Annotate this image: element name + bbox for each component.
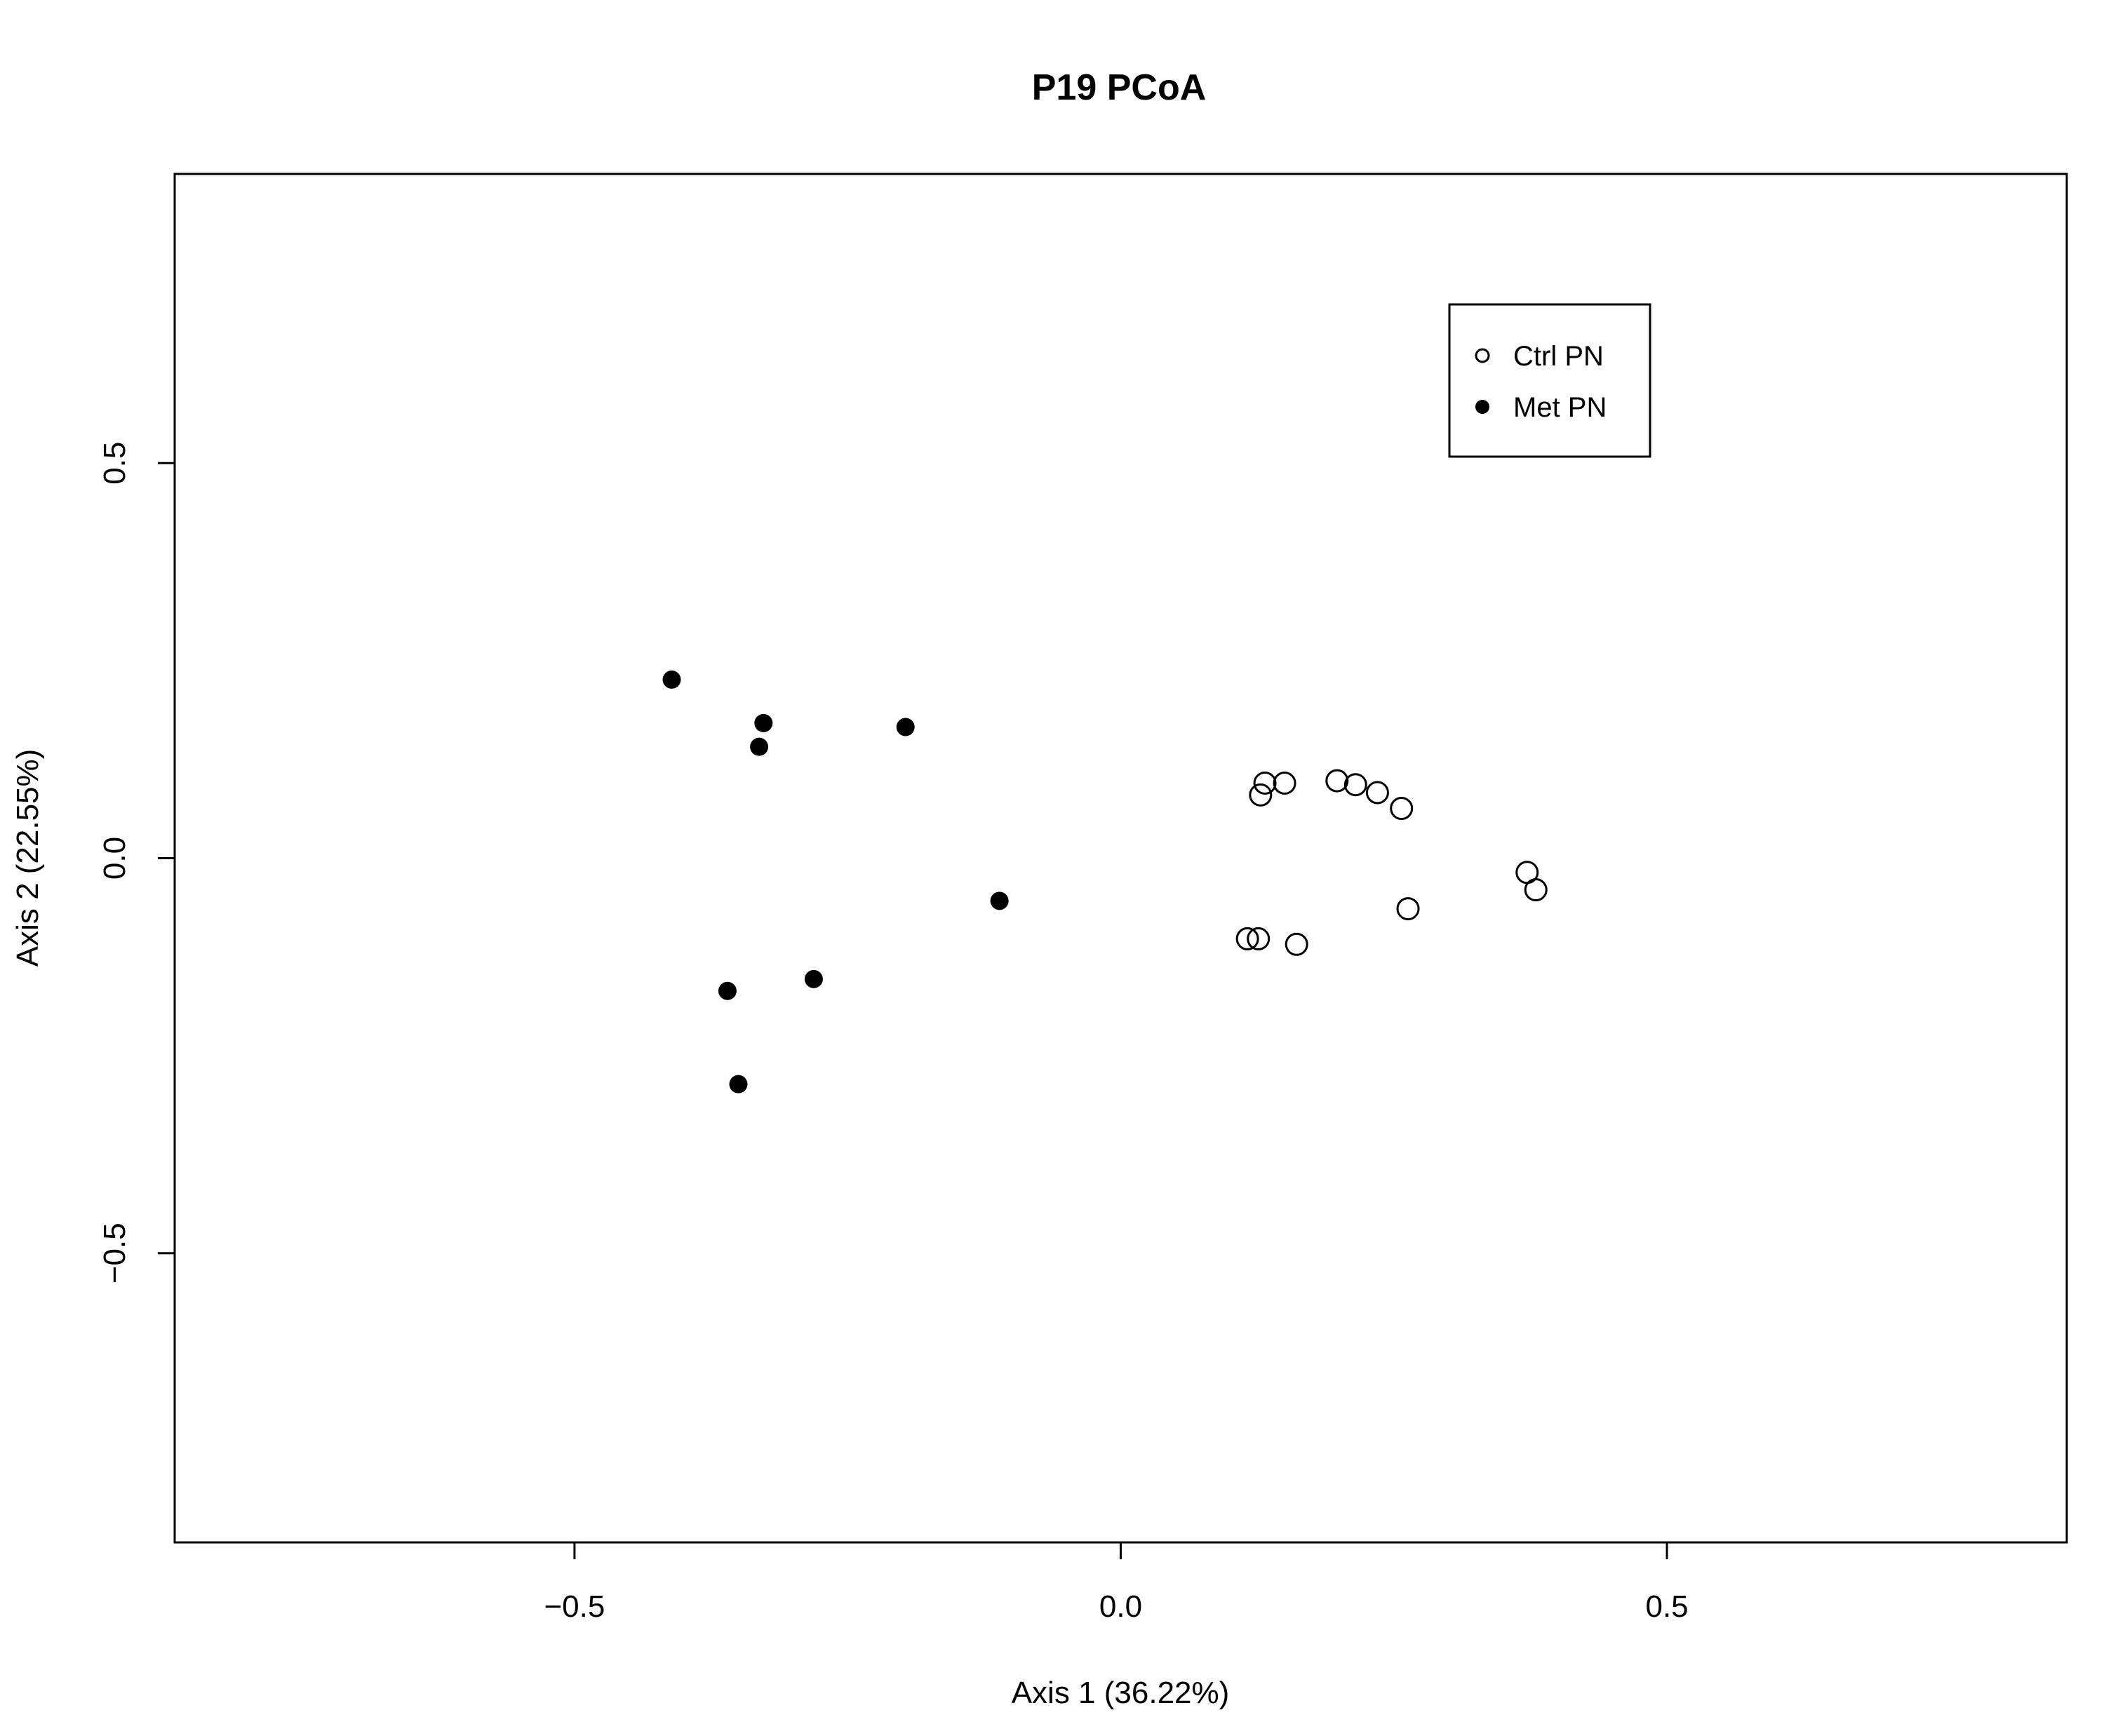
x-tick-label: 0.0 <box>1099 1589 1142 1624</box>
ctrl-pn-point <box>1285 932 1308 956</box>
ctrl-pn-point <box>1253 771 1277 795</box>
ctrl-pn-point <box>1343 773 1367 797</box>
legend: Ctrl PN Met PN <box>1448 303 1651 458</box>
y-axis-label: Axis 2 (22.55%) <box>11 749 45 967</box>
ctrl-pn-point <box>1235 927 1259 950</box>
met-pn-point <box>729 1075 748 1094</box>
y-tick-label: 0.0 <box>98 837 132 880</box>
ctrl-pn-point <box>1325 769 1349 793</box>
ctrl-pn-point <box>1390 797 1414 821</box>
legend-box <box>1448 303 1651 458</box>
y-tick-label: −0.5 <box>98 1223 132 1284</box>
legend-met-pn-marker <box>1475 400 1489 414</box>
x-axis: −0.5 0.0 0.5 <box>544 1541 1689 1624</box>
chart-title: P19 PCoA <box>1032 67 1207 108</box>
ctrl-pn-point <box>1249 783 1273 807</box>
ctrl-pn-point <box>1273 771 1296 795</box>
met-pn-point <box>662 670 681 689</box>
met-pn-point <box>750 737 769 756</box>
legend-ctrl-pn-label: Ctrl PN <box>1513 341 1604 372</box>
met-pn-point <box>804 969 823 988</box>
y-tick-label: 0.5 <box>98 442 132 485</box>
y-axis: −0.5 0.0 0.5 <box>98 442 176 1284</box>
met-pn-point <box>754 713 773 732</box>
plot-frame <box>173 173 2068 1544</box>
ctrl-pn-point <box>1524 878 1548 902</box>
legend-ctrl-pn-marker <box>1475 348 1490 363</box>
met-pn-point <box>896 718 915 736</box>
met-pn-point <box>718 981 737 1000</box>
x-tick-label: 0.5 <box>1645 1589 1688 1624</box>
x-tick-label: −0.5 <box>544 1589 605 1624</box>
legend-met-pn-label: Met PN <box>1513 392 1607 423</box>
ctrl-pn-point <box>1365 781 1389 805</box>
ctrl-pn-point <box>1396 897 1420 921</box>
data-points <box>662 670 1548 1094</box>
x-axis-label: Axis 1 (36.22%) <box>1012 1676 1230 1710</box>
met-pn-point <box>990 891 1009 910</box>
ctrl-pn-point <box>1247 927 1271 950</box>
